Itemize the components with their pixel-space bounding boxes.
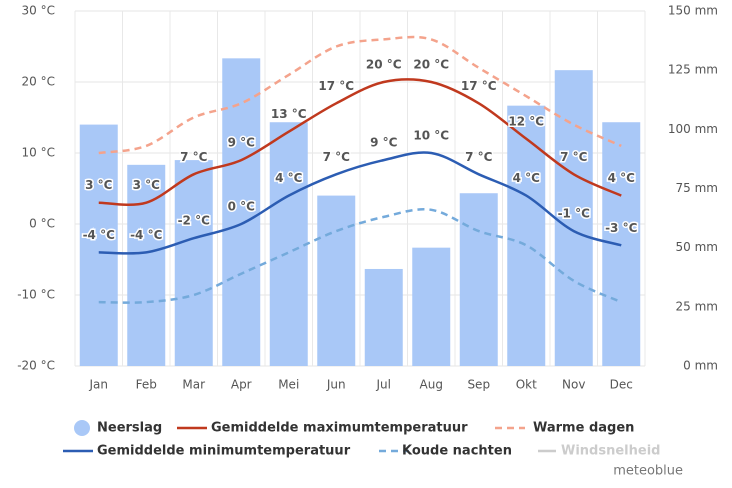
y2-tick-label: 100 mm: [668, 122, 718, 136]
data-label: 20 °C: [413, 58, 449, 72]
x-tick-label: Sep: [467, 378, 490, 392]
data-label: 13 °C: [271, 107, 307, 121]
line: [98, 151, 622, 255]
credit: meteoblue: [613, 464, 683, 479]
dashed-line: [98, 35, 622, 155]
y2-tick-label: 50 mm: [676, 240, 718, 254]
data-label: 17 °C: [318, 79, 354, 93]
x-tick-label: Dec: [610, 378, 633, 392]
y-tick-label: -20 °C: [17, 359, 55, 373]
y-tick-label: 30 °C: [22, 4, 55, 18]
data-label: 20 °C: [366, 58, 402, 72]
legend-label: Neerslag: [97, 421, 162, 436]
data-label: 7 °C: [560, 150, 588, 164]
data-label: 12 °C: [508, 114, 544, 128]
y-tick-label: 20 °C: [22, 75, 55, 89]
legend-label: Warme dagen: [533, 421, 634, 436]
precip-bar: [554, 70, 593, 367]
data-label: 3 °C: [133, 178, 161, 192]
data-label: 4 °C: [275, 171, 303, 185]
data-label: -3 °C: [605, 221, 638, 235]
y2-tick-label: 150 mm: [668, 4, 718, 18]
y-tick-label: 10 °C: [22, 146, 55, 160]
x-tick-label: Apr: [231, 378, 252, 392]
data-label: -4 °C: [130, 228, 163, 242]
y2-tick-label: 125 mm: [668, 63, 718, 77]
x-tick-label: Aug: [420, 378, 443, 392]
x-tick-label: Nov: [562, 378, 585, 392]
precip-bar: [459, 193, 498, 366]
precip-bar: [174, 160, 213, 366]
data-label: 17 °C: [461, 79, 497, 93]
x-tick-label: Okt: [516, 378, 537, 392]
y2-tick-label: 75 mm: [676, 181, 718, 195]
precip-bar: [412, 247, 451, 366]
y2-tick-label: 25 mm: [676, 299, 718, 313]
precip-bar: [364, 268, 403, 366]
precip-bar: [222, 58, 261, 366]
data-label: -2 °C: [178, 214, 211, 228]
data-label: 9 °C: [370, 136, 398, 150]
data-label: 7 °C: [465, 150, 493, 164]
data-label: 7 °C: [323, 150, 351, 164]
legend-label: Koude nachten: [402, 444, 512, 459]
data-label: 4 °C: [513, 171, 541, 185]
y-tick-label: 0 °C: [29, 217, 55, 231]
x-tick-label: Jan: [89, 378, 109, 392]
data-label: 7 °C: [180, 150, 208, 164]
data-label: 10 °C: [413, 129, 449, 143]
data-label: -4 °C: [83, 228, 116, 242]
x-tick-label: Jul: [376, 378, 391, 392]
precip-bar: [127, 164, 166, 366]
data-label: -1 °C: [558, 207, 591, 221]
precip-bar: [269, 122, 308, 366]
x-tick-label: Feb: [136, 378, 157, 392]
data-label: 9 °C: [228, 136, 256, 150]
y2-tick-label: 0 mm: [683, 359, 718, 373]
x-tick-label: Jun: [326, 378, 346, 392]
x-tick-label: Mar: [182, 378, 205, 392]
dashed-line: [98, 208, 622, 304]
legend-symbol: [74, 420, 90, 436]
y-tick-label: -10 °C: [17, 288, 55, 302]
precip-bar: [317, 195, 356, 366]
precip-bar: [507, 105, 546, 367]
legend-label-inactive: Windsnelheid: [561, 444, 660, 459]
data-label: 0 °C: [228, 200, 256, 214]
x-tick-label: Mei: [278, 378, 299, 392]
legend-label: Gemiddelde maximumtemperatuur: [211, 421, 468, 436]
data-label: 3 °C: [85, 178, 113, 192]
line: [98, 78, 622, 207]
legend-label: Gemiddelde minimumtemperatuur: [97, 444, 351, 459]
data-label: 4 °C: [608, 171, 636, 185]
precip-bar: [79, 124, 118, 366]
